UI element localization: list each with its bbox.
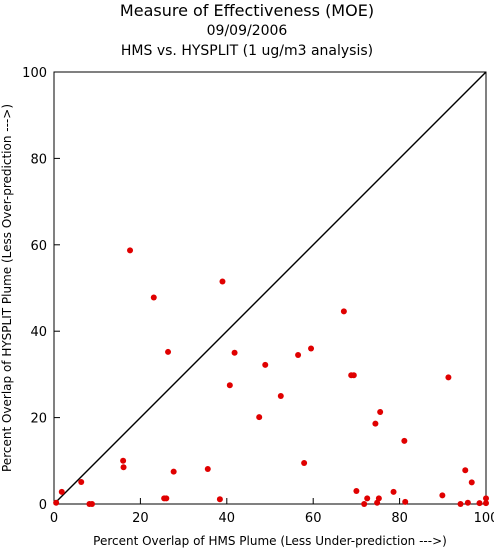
scatter-point: [58, 488, 65, 495]
x-axis-ticks: 0 20 40 60 80 100: [50, 498, 494, 526]
scatter-point: [361, 501, 368, 507]
scatter-point: [375, 495, 382, 502]
x-tick-label: 40: [219, 511, 236, 526]
scatter-point: [483, 495, 489, 502]
plot-frame: [53, 71, 487, 505]
x-axis-label: Percent Overlap of HMS Plume (Less Under…: [93, 534, 447, 548]
scatter-point: [462, 467, 469, 474]
scatter-point: [439, 492, 446, 499]
scatter-point: [226, 382, 233, 389]
scatter-point: [295, 351, 302, 358]
data-points: [53, 247, 489, 507]
scatter-point: [53, 499, 60, 506]
x-tick-label: 80: [391, 511, 408, 526]
y-axis-label: Percent Overlap of HYSPLIT Plume (Less O…: [0, 104, 14, 472]
scatter-point: [120, 464, 127, 471]
scatter-point: [445, 374, 452, 381]
scatter-point: [350, 372, 357, 379]
scatter-point: [150, 294, 157, 301]
scatter-point: [340, 308, 347, 315]
scatter-point: [390, 488, 397, 495]
scatter-point: [165, 348, 172, 355]
scatter-point: [216, 496, 223, 503]
y-tick-label: 80: [30, 152, 47, 167]
scatter-point: [483, 500, 489, 507]
scatter-point: [377, 408, 384, 415]
one-to-one-line: [53, 71, 487, 505]
y-tick-label: 40: [30, 325, 47, 340]
scatter-point: [372, 420, 379, 427]
scatter-point: [219, 278, 226, 285]
scatter-point: [231, 349, 238, 356]
scatter-point: [308, 345, 315, 352]
scatter-point: [277, 393, 284, 399]
scatter-point: [163, 495, 170, 502]
scatter-point: [78, 478, 85, 485]
scatter-point: [89, 501, 96, 507]
chart-title: Measure of Effectiveness (MOE): [120, 1, 374, 20]
scatter-point: [401, 437, 408, 444]
x-tick-label: 100: [474, 511, 494, 526]
y-tick-label: 20: [30, 412, 47, 427]
chart-subtitle: HMS vs. HYSPLIT (1 ug/m3 analysis): [121, 43, 373, 59]
x-tick-label: 20: [132, 511, 149, 526]
scatter-point: [353, 488, 360, 495]
scatter-point: [204, 466, 211, 473]
y-tick-label: 100: [22, 66, 47, 81]
chart-date: 09/09/2006: [207, 23, 288, 39]
y-tick-label: 0: [39, 498, 47, 513]
scatter-point: [256, 414, 263, 421]
scatter-point: [262, 361, 269, 368]
scatter-point: [364, 495, 371, 502]
scatter-point: [402, 498, 409, 505]
scatter-point: [301, 459, 308, 466]
scatter-point: [476, 500, 483, 507]
scatter-point: [127, 247, 134, 254]
y-axis-ticks: 0 20 40 60 80 100: [22, 66, 60, 513]
x-tick-label: 60: [305, 511, 322, 526]
x-tick-label: 0: [50, 511, 58, 526]
y-tick-label: 60: [30, 239, 47, 254]
scatter-point: [464, 499, 471, 506]
scatter-point: [457, 501, 464, 507]
scatter-point: [468, 479, 475, 486]
scatter-point: [170, 468, 177, 475]
scatter-point: [120, 457, 127, 464]
